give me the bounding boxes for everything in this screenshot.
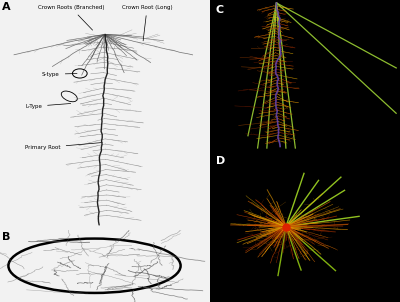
Text: Primary Root: Primary Root (25, 143, 102, 150)
Text: C: C (216, 5, 224, 14)
Text: B: B (2, 232, 10, 242)
Text: Crown Root (Long): Crown Root (Long) (122, 5, 172, 41)
Text: D: D (216, 156, 225, 165)
Text: Crown Roots (Branched): Crown Roots (Branched) (38, 5, 104, 30)
Text: L-Type: L-Type (25, 104, 71, 109)
Text: A: A (2, 2, 11, 12)
Text: S-type: S-type (42, 72, 77, 77)
